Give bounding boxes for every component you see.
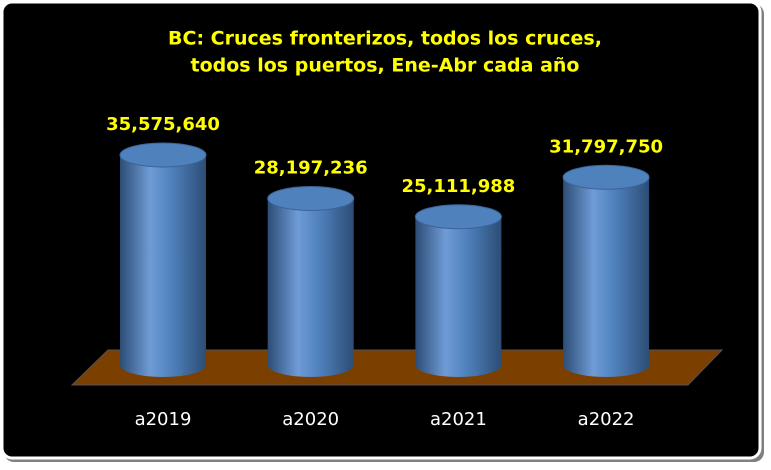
- cylinder-top: [119, 142, 207, 168]
- cylinder-body: [415, 216, 502, 377]
- chart-title: todos los puertos, Ene-Abr cada año: [191, 55, 580, 77]
- cylinder-top: [562, 164, 650, 190]
- value-label: 25,111,988: [401, 176, 515, 197]
- value-label: 31,797,750: [549, 136, 663, 157]
- cylinder-body: [267, 198, 354, 377]
- x-tick-label: a2020: [282, 409, 339, 430]
- cylinder-top: [414, 204, 502, 230]
- cylinder-top: [267, 186, 355, 212]
- cylinder-body: [120, 155, 206, 377]
- x-tick-label: a2022: [578, 409, 635, 430]
- x-tick-label: a2019: [135, 409, 192, 430]
- value-label: 35,575,640: [106, 114, 220, 135]
- floor: [70, 349, 724, 386]
- x-tick-label: a2021: [430, 409, 487, 430]
- chart-title: BC: Cruces fronterizos, todos los cruces…: [168, 28, 602, 50]
- cylinder-body: [563, 177, 650, 377]
- value-label: 28,197,236: [254, 158, 368, 179]
